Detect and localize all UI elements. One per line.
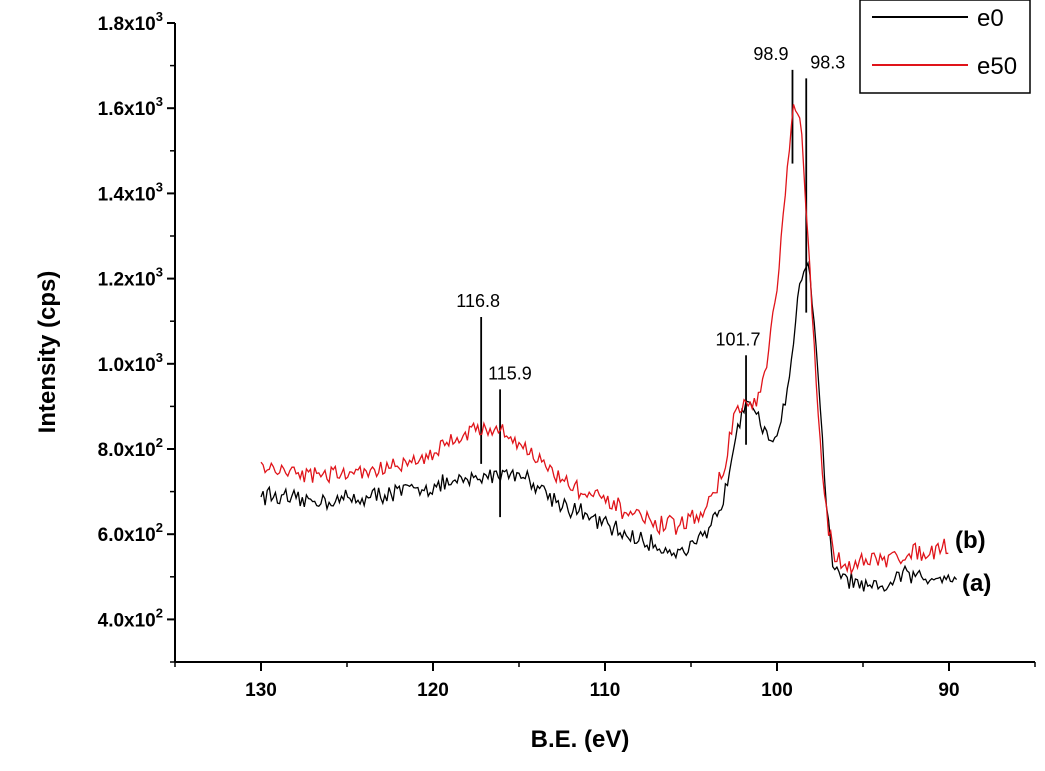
- trace-label: (a): [962, 570, 991, 597]
- legend-label: e50: [977, 53, 1017, 80]
- y-tick-label: 6.0x102: [98, 520, 163, 546]
- y-tick-label: 4.0x102: [98, 605, 163, 631]
- legend-label: e0: [977, 5, 1004, 32]
- annotation-label: 98.9: [753, 44, 788, 64]
- y-tick-label: 8.0x102: [98, 435, 163, 461]
- annotation-lines: [480, 69, 808, 518]
- legend: e0 e50: [859, 0, 1031, 94]
- trace-label: (b): [955, 527, 986, 554]
- x-tick-label: 90: [938, 680, 959, 701]
- y-tick-label: 1.4x103: [98, 179, 163, 205]
- x-tick-label: 110: [590, 680, 621, 701]
- annotation-labels: 116.8 115.9 101.7 98.9 98.3: [456, 44, 845, 383]
- y-axis-title: Intensity (cps): [34, 271, 61, 434]
- series-line-e0: [260, 260, 958, 592]
- y-tick-label: 1.2x103: [98, 265, 163, 291]
- x-tick-label: 100: [761, 680, 793, 701]
- y-tick-label: 1.0x103: [98, 350, 163, 376]
- x-tick-label: 130: [245, 680, 277, 701]
- annotation-label: 116.8: [456, 291, 500, 311]
- annotation-label: 101.7: [716, 329, 761, 349]
- trace-labels: (a) (b): [955, 527, 991, 597]
- annotation-label: 98.3: [810, 52, 845, 72]
- axes: 4.0x102 6.0x102 8.0x102 1.0x103 1.2x103 1.4x1…: [98, 9, 1036, 701]
- series-line-e50: [260, 104, 949, 576]
- y-tick-label: 1.6x103: [98, 94, 163, 120]
- x-axis-title: B.E. (eV): [531, 726, 630, 753]
- x-tick-label: 120: [417, 680, 449, 701]
- legend-box: [859, 0, 1031, 94]
- series-layer: [260, 104, 958, 592]
- annotation-label: 115.9: [488, 363, 532, 383]
- y-tick-label: 1.8x103: [98, 9, 163, 35]
